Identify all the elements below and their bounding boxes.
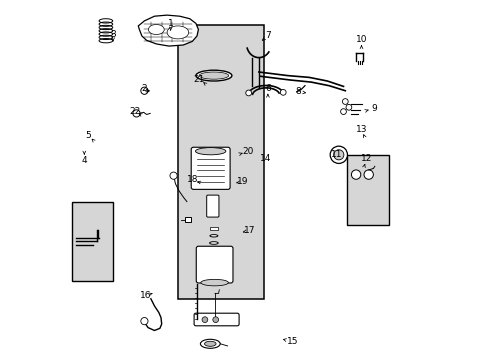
Text: 3: 3 [110,30,116,39]
Text: 7: 7 [264,31,270,40]
Text: 19: 19 [237,177,248,186]
Text: 9: 9 [370,104,376,112]
Text: 10: 10 [355,35,366,44]
Bar [184,217,191,222]
Text: 5: 5 [85,130,91,139]
Ellipse shape [195,148,225,155]
Bar [72,202,113,281]
Text: 17: 17 [244,226,255,235]
Text: 13: 13 [355,125,366,134]
Circle shape [141,318,148,325]
Text: 18: 18 [186,175,198,184]
Polygon shape [138,15,198,46]
Circle shape [212,317,218,323]
Ellipse shape [209,242,218,244]
Circle shape [333,150,343,160]
Text: 15: 15 [287,338,298,346]
Ellipse shape [200,339,220,348]
Circle shape [351,170,360,179]
Text: 21: 21 [193,75,205,84]
Text: 1: 1 [167,19,173,28]
Bar [346,155,387,225]
Text: 20: 20 [242,147,253,156]
Text: 2: 2 [141,84,146,93]
Circle shape [342,99,347,104]
Bar [178,25,264,299]
Text: 12: 12 [361,154,372,163]
Circle shape [133,110,140,117]
Text: 14: 14 [260,154,271,163]
Circle shape [245,90,251,96]
Ellipse shape [204,341,216,346]
Circle shape [202,317,207,323]
Text: 22: 22 [129,107,140,116]
Circle shape [170,172,177,179]
Ellipse shape [201,279,228,286]
Bar [210,227,217,230]
Text: 4: 4 [81,156,87,165]
Circle shape [346,104,351,110]
FancyBboxPatch shape [206,195,219,217]
Ellipse shape [199,72,228,79]
FancyBboxPatch shape [191,147,230,189]
Text: 6: 6 [264,84,270,93]
Ellipse shape [196,70,231,81]
Circle shape [329,146,347,163]
Text: 11: 11 [330,150,341,159]
Ellipse shape [167,26,188,39]
FancyBboxPatch shape [196,246,232,283]
Text: 8: 8 [295,87,301,96]
FancyBboxPatch shape [194,313,239,326]
Circle shape [340,109,346,114]
Circle shape [141,87,148,94]
Circle shape [280,90,285,95]
Circle shape [363,170,373,179]
Ellipse shape [148,24,164,35]
Ellipse shape [209,235,218,237]
Text: 16: 16 [140,291,151,300]
